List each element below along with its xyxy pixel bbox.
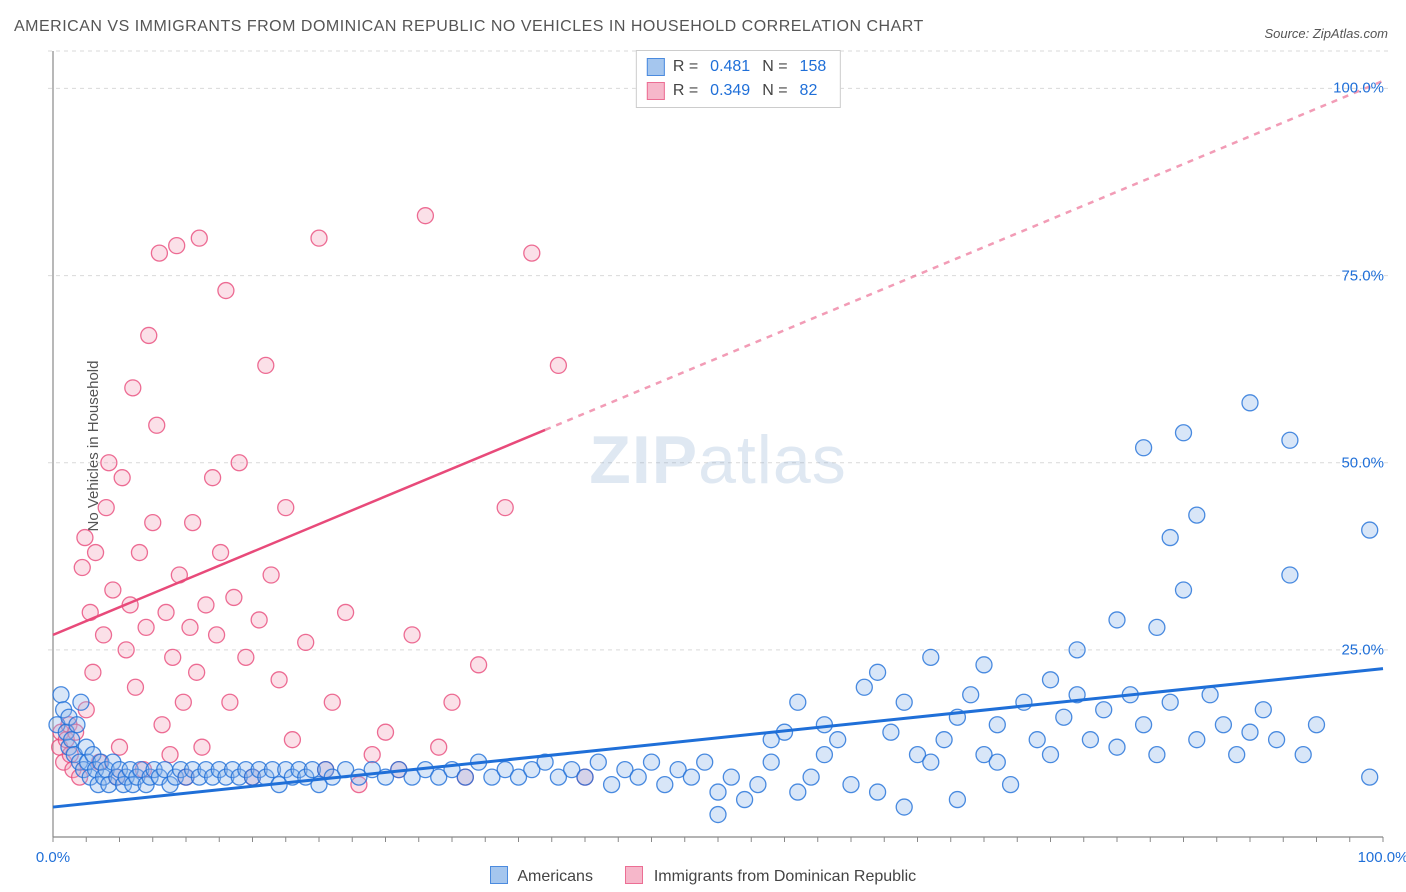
x-tick: 0.0% — [36, 849, 70, 866]
legend-item-immigrants: Immigrants from Dominican Republic — [625, 866, 916, 886]
legend-swatch-icon — [490, 866, 508, 884]
scatter-chart — [48, 46, 1388, 842]
y-tick: 25.0% — [1341, 641, 1384, 658]
trend-lines — [53, 81, 1383, 807]
x-tick: 100.0% — [1358, 849, 1406, 866]
y-tick: 75.0% — [1341, 267, 1384, 284]
legend-swatch-immigrants — [647, 82, 665, 100]
gridlines — [48, 51, 1388, 837]
legend-label: Americans — [517, 868, 593, 885]
page-title: AMERICAN VS IMMIGRANTS FROM DOMINICAN RE… — [14, 18, 924, 36]
legend-row-americans: R =0.481 N =158 — [647, 55, 830, 79]
legend-row-immigrants: R =0.349 N =82 — [647, 79, 830, 103]
scatter-immigrants — [52, 208, 593, 793]
legend-swatch-icon — [625, 866, 643, 884]
legend-swatch-americans — [647, 58, 665, 76]
y-tick: 100.0% — [1333, 80, 1384, 97]
legend-item-americans: Americans — [490, 866, 593, 886]
scatter-americans — [49, 395, 1378, 823]
legend-bottom: Americans Immigrants from Dominican Repu… — [0, 866, 1406, 886]
source-label: Source: ZipAtlas.com — [1264, 26, 1388, 41]
chart-area: ZIPatlas R =0.481 N =158 R =0.349 N =82 … — [48, 46, 1388, 842]
legend-label: Immigrants from Dominican Republic — [654, 868, 916, 885]
correlation-legend: R =0.481 N =158 R =0.349 N =82 — [636, 50, 841, 108]
x-minor-ticks — [53, 837, 1383, 842]
y-tick: 50.0% — [1341, 454, 1384, 471]
